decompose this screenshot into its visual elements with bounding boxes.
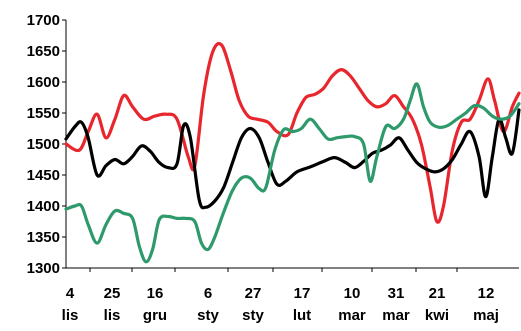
x-tick-day-label: 6: [204, 285, 212, 302]
series-line-red: [64, 41, 521, 224]
x-tick-month-label: kwi: [425, 307, 449, 324]
x-tick-day-label: 10: [344, 285, 361, 302]
x-tick-month-label: mar: [338, 307, 366, 324]
y-tick-label: 1500: [27, 136, 60, 153]
y-tick-label: 1450: [27, 167, 60, 184]
axes: [65, 20, 519, 269]
series-lines: [64, 41, 521, 264]
x-tick-day-label: 25: [104, 285, 121, 302]
x-tick-day-label: 16: [147, 285, 164, 302]
y-tick-label: 1650: [27, 43, 60, 60]
x-tick-month-label: sty: [242, 307, 264, 324]
series-line-black: [64, 108, 521, 210]
y-tick-label: 1600: [27, 74, 60, 91]
x-tick-month-label: mar: [382, 307, 410, 324]
x-tick-day-label: 27: [245, 285, 262, 302]
x-tick-day-label: 21: [429, 285, 446, 302]
y-tick-label: 1700: [27, 12, 60, 29]
x-tick-day-label: 4: [66, 285, 75, 302]
x-tick-day-label: 31: [388, 285, 405, 302]
y-axis-ticks: 1300 1350 1400 1450 1500 1550 1600 1650 1700: [27, 12, 66, 277]
x-tick-month-label: gru: [143, 307, 167, 324]
y-tick-label: 1300: [27, 260, 60, 277]
y-tick-label: 1400: [27, 198, 60, 215]
x-tick-month-label: sty: [197, 307, 219, 324]
x-tick-month-label: lis: [62, 307, 79, 324]
x-tick-month-label: maj: [473, 307, 499, 324]
x-tick-month-label: lis: [104, 307, 121, 324]
y-tick-label: 1550: [27, 105, 60, 122]
x-axis-ticks: 4 lis 25 lis 16 gru 6 sty 27 sty 17 lut 10 mar 31 mar 21…: [62, 268, 499, 324]
series-line-green: [64, 82, 521, 264]
x-tick-month-label: lut: [293, 307, 311, 324]
x-tick-day-label: 12: [478, 285, 495, 302]
x-tick-day-label: 17: [294, 285, 311, 302]
y-tick-label: 1350: [27, 229, 60, 246]
